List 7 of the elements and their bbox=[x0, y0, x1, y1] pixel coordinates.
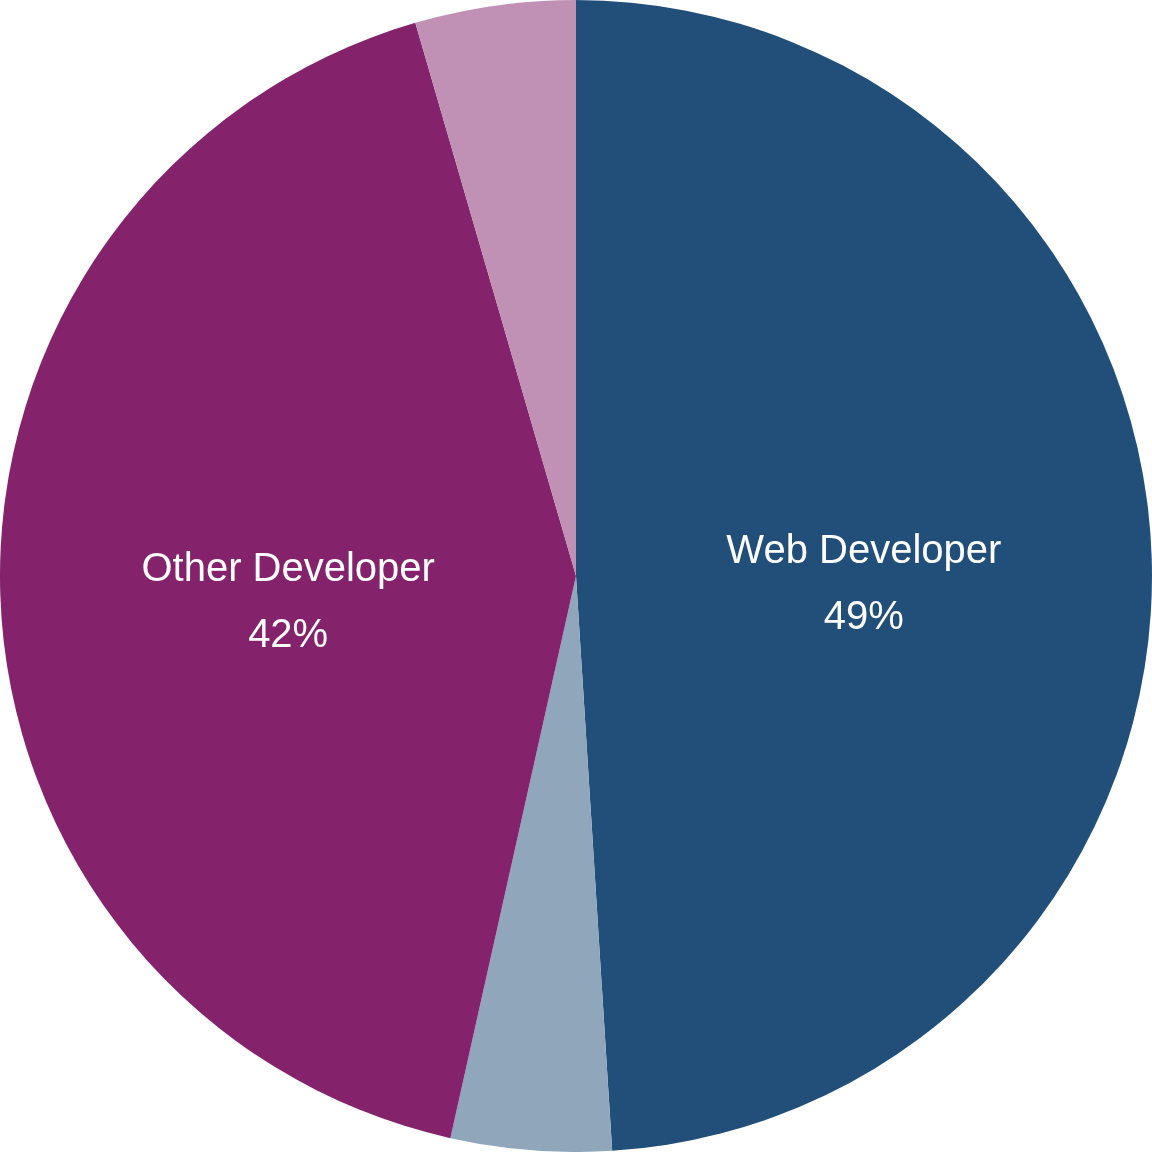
pie-slice bbox=[0, 22, 576, 1139]
slice-label: Web Developer bbox=[726, 526, 1002, 571]
pie-slice bbox=[450, 576, 613, 1152]
data-label: 49% bbox=[823, 592, 904, 637]
data-label: 42% bbox=[248, 611, 329, 656]
pie-slice bbox=[576, 0, 1152, 1151]
slice-label: Other Developer bbox=[141, 545, 435, 590]
